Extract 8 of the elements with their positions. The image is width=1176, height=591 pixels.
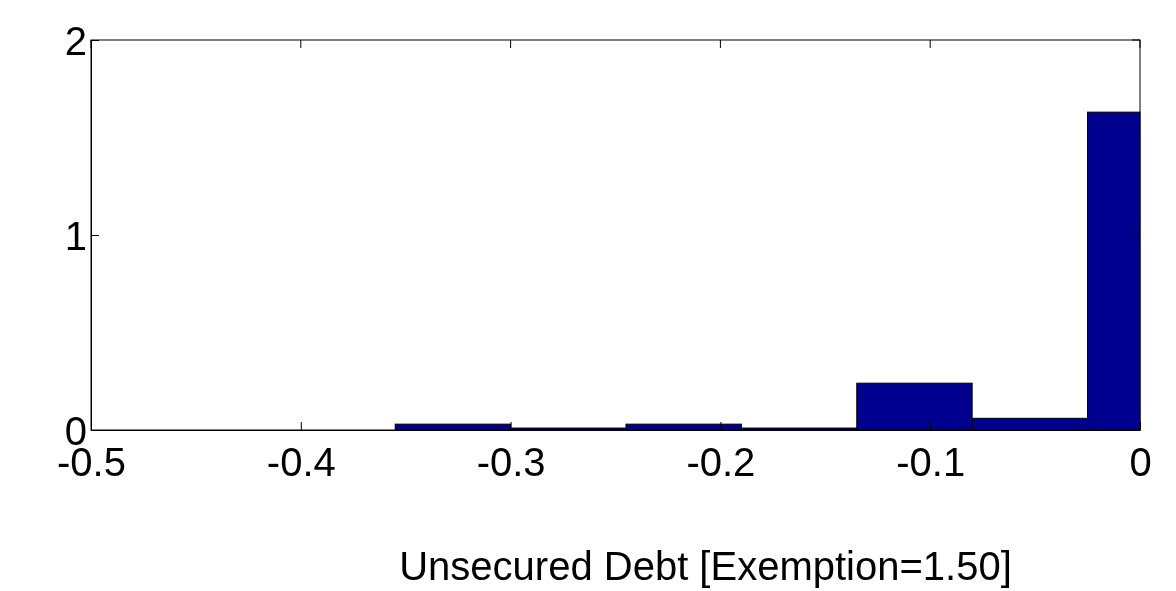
x-tick-label: -0.3 [476,440,546,484]
y-tick-label: 1 [64,213,87,258]
y-tick-label: 2 [64,18,87,63]
x-tick-label: -0.2 [686,440,756,484]
x-tick-label: -0.4 [266,440,336,484]
x-tick-label: 0 [1129,440,1152,484]
x-axis-title: Unsecured Debt [Exemption=1.50] [399,544,1012,588]
x-tick-label: -0.1 [896,440,966,484]
